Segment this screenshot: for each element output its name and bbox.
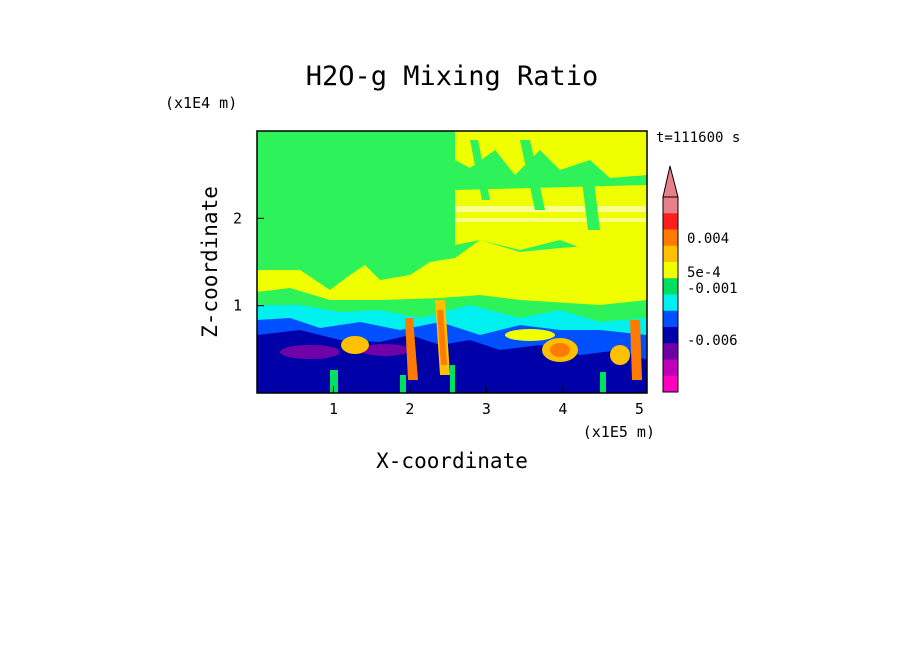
colorbar-segment-10 [663,359,678,377]
y-axis-label: Z-coordinate [198,186,222,338]
colorbar-labels: 0.004 5e-4 -0.001 -0.006 [687,231,738,349]
warm-features [341,300,642,380]
colorbar-label-0: 0.004 [687,231,729,247]
colorbar-label-2: -0.001 [687,281,738,297]
plot-frame [256,130,648,394]
colorbar-segment-1 [663,213,678,230]
colorbar-top-extension [662,165,679,198]
colorbar-segment-6 [663,294,678,312]
y-tick-label-1: 2 [233,209,242,227]
y-axis-ticks: 12 [233,209,264,315]
x-axis-ticks: 1 2 3 4 5 [329,386,644,418]
colorbar-segment-9 [663,343,678,360]
x-tick-label-4: 5 [635,400,644,418]
colorbar-segment-3 [663,245,678,263]
y-tick-label-0: 1 [233,297,242,315]
x-unit-label: (x1E5 m) [583,423,655,441]
colorbar-label-1: 5e-4 [687,265,721,281]
x-tick-label-2: 3 [482,400,491,418]
colorbar-segment-4 [663,262,678,279]
colorbar-segment-2 [663,229,678,247]
upper-yellow-structures [455,131,647,255]
chart-title: H2O-g Mixing Ratio [306,61,599,92]
x-tick-label-1: 2 [405,400,414,418]
colorbar-segment-8 [663,327,678,344]
colorbar-segment-7 [663,310,678,328]
x-axis-label: X-coordinate [376,449,528,473]
time-label: t=111600 s [656,130,740,146]
colorbar-segment-5 [663,278,678,295]
contour-field [257,131,647,393]
colorbar [662,165,679,393]
colorbar-segment-11 [663,375,678,393]
surface-layer [330,365,606,393]
colorbar-segment-0 [663,197,678,214]
x-tick-label-3: 4 [558,400,567,418]
purple-patches [280,344,410,359]
x-tick-label-0: 1 [329,400,338,418]
colorbar-label-3: -0.006 [687,333,738,349]
colorbar-frame [662,196,679,393]
y-unit-label: (x1E4 m) [165,94,237,112]
